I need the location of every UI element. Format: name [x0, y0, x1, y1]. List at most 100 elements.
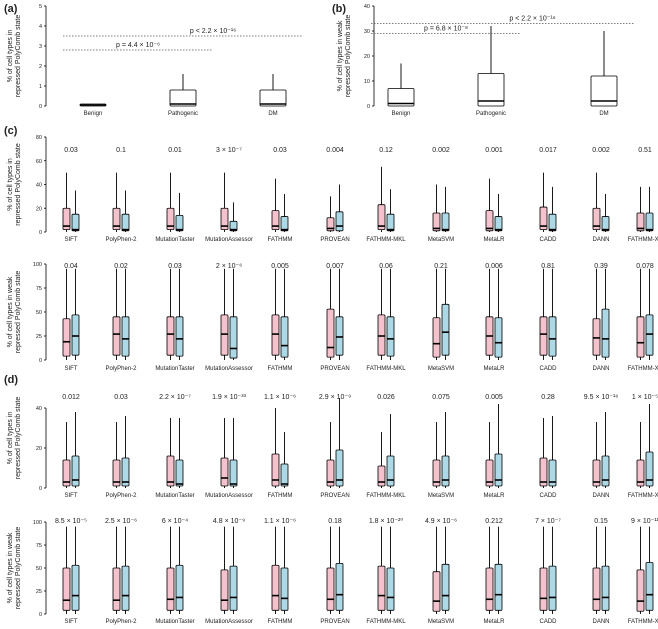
- pvalue-label: 2.5 × 10⁻⁶: [105, 518, 137, 525]
- pvalue-label: 8.5 × 10⁻⁵: [55, 518, 87, 525]
- pvalue-label: 0.212: [485, 518, 503, 525]
- pvalue-label: 1 × 10⁻⁵: [632, 394, 658, 401]
- box-blue-5: [335, 526, 344, 614]
- pvalue-label: 0.1: [116, 147, 126, 154]
- box-body: [539, 316, 548, 356]
- category-label: DANN: [592, 237, 609, 243]
- pvalue-label: 0.03: [273, 147, 287, 154]
- pvalue-label: 0.007: [326, 263, 344, 270]
- box-body: [71, 213, 80, 232]
- box-body: [71, 455, 80, 487]
- pvalue-label: 0.18: [328, 518, 342, 525]
- box-blue-10: [601, 268, 610, 360]
- box-body: [636, 212, 645, 232]
- box-pink-6: [377, 526, 386, 614]
- box-body: [175, 214, 184, 232]
- box-pink-1: [112, 268, 121, 360]
- y-tick-label: 75: [36, 543, 42, 549]
- box-body: [494, 216, 503, 232]
- chart-d2: % of cell types in weak repressed PolyCom…: [7, 517, 658, 625]
- box-body: [636, 316, 645, 358]
- pvalue-label: 0.017: [539, 147, 557, 154]
- box-blue-7: [441, 268, 450, 360]
- box-body: [62, 318, 71, 357]
- box-body: [441, 563, 450, 611]
- y-tick-label: 50: [36, 310, 42, 316]
- box-body: [121, 213, 130, 232]
- box-blue-7: [441, 412, 450, 488]
- box-body: [112, 567, 121, 611]
- box-blue-11: [645, 186, 654, 232]
- box-pink-4: [271, 408, 280, 488]
- y-tick-label: 1: [39, 84, 42, 90]
- category-label: PROVEAN: [320, 366, 349, 372]
- pvalue-label: 0.28: [541, 394, 555, 401]
- box-pink-0: [62, 268, 71, 360]
- box-body: [539, 567, 548, 611]
- box-body: [601, 308, 610, 358]
- box-blue-3: [229, 268, 238, 360]
- y-tick-label: 100: [33, 520, 42, 526]
- box-blue-11: [645, 404, 654, 488]
- box-blue-3: [229, 202, 238, 232]
- box-pink-3: [220, 172, 229, 232]
- box-blue-1: [121, 526, 130, 614]
- pvalue-label: 0.075: [432, 394, 450, 401]
- chart-c1: % of cell types in repressed PolyComb sta…: [7, 135, 658, 243]
- box-body: [62, 459, 71, 487]
- comparison-pvalue: p = 6.8 × 10⁻⁸: [424, 26, 468, 33]
- category-label: FATHMM-MKL: [366, 237, 406, 243]
- box-body: [539, 457, 548, 487]
- panel-label-b: (b): [332, 3, 346, 15]
- y-tick-label: 3: [39, 44, 42, 50]
- box-pink-10: [592, 422, 601, 488]
- panel-label-a: (a): [4, 3, 18, 15]
- box-blue-8: [494, 526, 503, 614]
- pvalue-label: 0.03: [64, 147, 78, 154]
- pvalue-label: 0.15: [594, 518, 608, 525]
- box-dm: [259, 74, 287, 107]
- pvalue-label: 2.9 × 10⁻⁹: [319, 394, 351, 401]
- box-body: [645, 314, 654, 356]
- pvalue-label: 0.81: [541, 263, 555, 270]
- category-label: SIFT: [65, 619, 78, 625]
- box-blue-10: [601, 412, 610, 488]
- category-label: DM: [268, 111, 277, 117]
- category-label: SIFT: [65, 366, 78, 372]
- y-axis-label: repressed PolyComb state: [15, 143, 22, 226]
- category-label: PolyPhen-2: [105, 493, 137, 499]
- category-label: DM: [599, 111, 608, 117]
- pvalue-label: 0.004: [326, 147, 344, 154]
- chart-d1: % of cell types in repressed PolyComb sta…: [7, 394, 658, 499]
- category-label: MetaSVM: [428, 366, 454, 372]
- box-body: [271, 453, 280, 487]
- box-pink-11: [636, 268, 645, 360]
- box-pink-11: [636, 526, 645, 614]
- category-label: FATHMM: [268, 237, 293, 243]
- box-body: [636, 569, 645, 612]
- box-blue-4: [280, 268, 289, 360]
- y-tick-label: 0: [39, 104, 42, 110]
- box-body: [645, 451, 654, 487]
- box-body: [229, 565, 238, 611]
- box-body: [280, 567, 289, 611]
- box-body: [377, 314, 386, 356]
- box-pink-5: [326, 268, 335, 360]
- box-body: [494, 317, 503, 358]
- box-body: [592, 567, 601, 611]
- box-blue-1: [121, 416, 130, 488]
- y-tick-label: 25: [36, 589, 42, 595]
- category-label: FATHMM-MKL: [366, 493, 406, 499]
- y-axis-label: % of cell types in: [7, 30, 14, 83]
- box-body: [592, 207, 601, 231]
- box-pink-2: [166, 418, 175, 488]
- pvalue-label: 0.005: [271, 263, 289, 270]
- y-tick-label: 80: [36, 135, 42, 141]
- box-body: [229, 316, 238, 359]
- box-blue-8: [494, 268, 503, 360]
- category-label: Pathogenic: [168, 111, 198, 117]
- box-body: [386, 455, 395, 487]
- box-blue-6: [386, 526, 395, 614]
- category-label: PROVEAN: [320, 237, 349, 243]
- category-label: CADD: [539, 366, 557, 372]
